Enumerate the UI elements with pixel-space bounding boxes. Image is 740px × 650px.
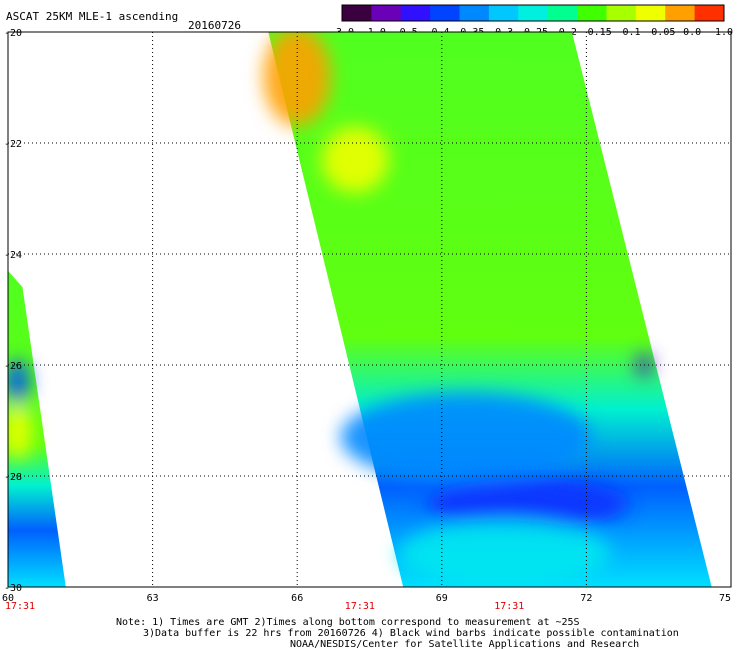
y-tick-label: -26 bbox=[4, 361, 22, 372]
colorbar-swatch bbox=[665, 5, 696, 21]
colorbar-swatch bbox=[635, 5, 666, 21]
date-label: 20160726 bbox=[188, 19, 241, 32]
colorbar-swatch bbox=[430, 5, 461, 21]
swath-polygon bbox=[8, 270, 66, 587]
x-tick-label: 75 bbox=[719, 593, 731, 604]
note-line-2: 3)Data buffer is 22 hrs from 20160726 4)… bbox=[143, 628, 679, 639]
colorbar-swatch bbox=[606, 5, 637, 21]
colorbar-swatch bbox=[547, 5, 578, 21]
wind-feature-blob bbox=[321, 126, 389, 193]
colorbar-swatch bbox=[400, 5, 431, 21]
grid-lines bbox=[8, 32, 731, 587]
colorbar-swatch bbox=[518, 5, 549, 21]
time-labels: 17:31 17:31 17:31 bbox=[5, 601, 524, 612]
feature-layer bbox=[8, 32, 652, 587]
time-label: 17:31 bbox=[345, 601, 375, 612]
x-tick-label: 72 bbox=[580, 593, 592, 604]
colorbar-swatch bbox=[577, 5, 607, 21]
plot-frame bbox=[7, 31, 732, 588]
y-tick-label: -20 bbox=[4, 28, 22, 39]
plot-area bbox=[8, 32, 712, 587]
note-line-3: NOAA/NESDIS/Center for Satellite Applica… bbox=[290, 639, 640, 650]
colorbar-swatch bbox=[459, 5, 490, 21]
colorbar-swatch bbox=[694, 5, 725, 21]
y-tick-label: -24 bbox=[4, 250, 22, 261]
colorbar-border bbox=[341, 4, 725, 22]
wind-feature-blob bbox=[263, 32, 331, 127]
wind-feature-blob bbox=[8, 403, 33, 460]
y-tick-label: -30 bbox=[4, 583, 22, 594]
colorbar-swatch bbox=[342, 5, 372, 21]
time-label: 17:31 bbox=[494, 601, 524, 612]
x-tick-label: 66 bbox=[291, 593, 303, 604]
x-axis-ticks: 60 63 66 69 72 75 bbox=[2, 593, 731, 604]
wind-feature-blob bbox=[398, 520, 611, 587]
y-tick-label: -28 bbox=[4, 472, 22, 483]
map-title: ASCAT 25KM MLE-1 ascending bbox=[6, 10, 179, 23]
note-line-1: Note: 1) Times are GMT 2)Times along bot… bbox=[116, 617, 580, 628]
wind-feature-blob bbox=[340, 392, 592, 482]
time-label: 17:31 bbox=[5, 601, 35, 612]
wind-feature-blob bbox=[427, 478, 630, 529]
colorbar-swatch bbox=[371, 5, 402, 21]
x-tick-label: 60 bbox=[2, 593, 14, 604]
y-axis-ticks: -20 -22 -24 -26 -28 -30 bbox=[4, 28, 22, 594]
colorbar-swatch bbox=[488, 5, 519, 21]
y-tick-label: -22 bbox=[4, 139, 22, 150]
x-tick-label: 69 bbox=[436, 593, 448, 604]
x-tick-label: 63 bbox=[147, 593, 159, 604]
wind-feature-blob bbox=[8, 359, 30, 404]
